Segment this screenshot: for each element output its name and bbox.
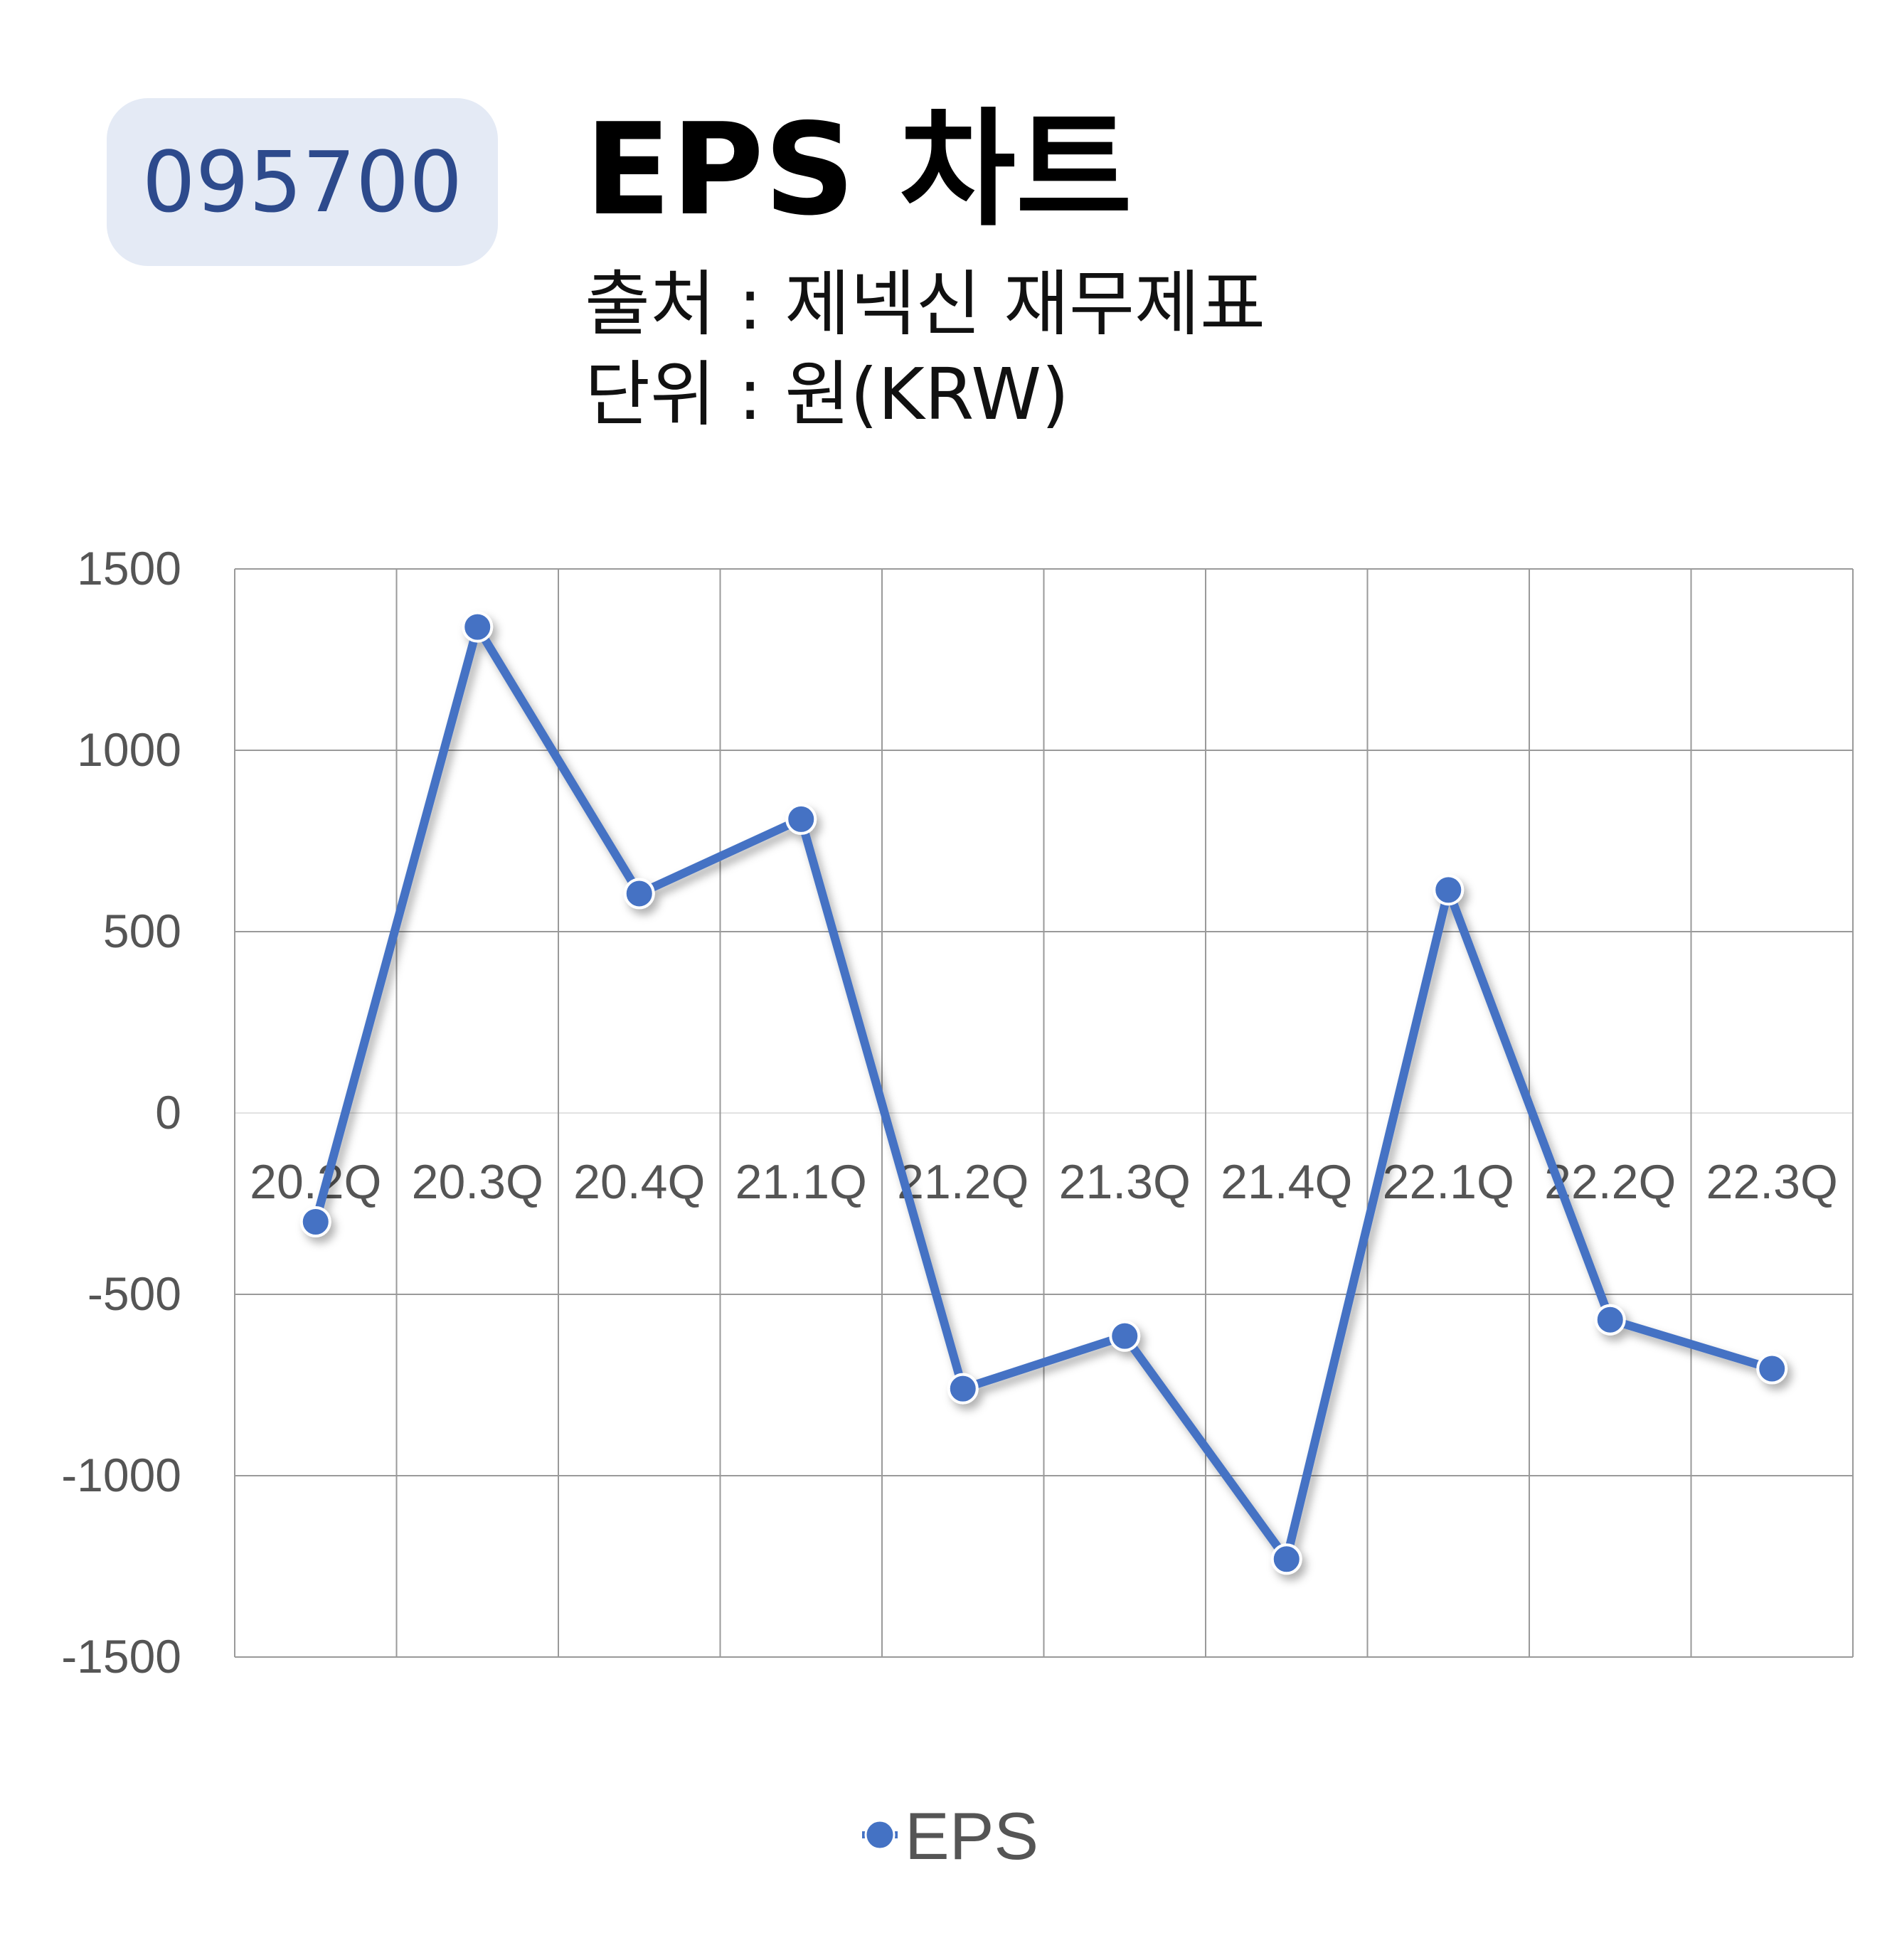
data-point xyxy=(1270,1543,1302,1575)
data-point xyxy=(299,1206,331,1237)
data-point xyxy=(1433,874,1465,906)
y-tick-label: 0 xyxy=(155,1086,181,1139)
x-category-label: 22.3Q xyxy=(1706,1155,1838,1209)
legend-marker xyxy=(864,1819,896,1850)
x-category-label: 20.4Q xyxy=(573,1155,705,1209)
data-point xyxy=(462,611,494,643)
x-category-label: 20.2Q xyxy=(250,1155,381,1209)
data-point xyxy=(1109,1320,1141,1352)
x-category-label: 21.4Q xyxy=(1221,1155,1352,1209)
x-category-label: 21.3Q xyxy=(1059,1155,1191,1209)
data-point xyxy=(947,1373,979,1405)
chart-title: EPS 차트 xyxy=(585,96,1132,243)
series-line xyxy=(311,622,1773,1564)
data-point xyxy=(623,878,655,910)
x-category-label: 21.1Q xyxy=(735,1155,867,1209)
y-tick-label: -1500 xyxy=(61,1630,181,1683)
y-tick-label: -500 xyxy=(87,1267,181,1320)
data-point xyxy=(1594,1304,1626,1336)
y-tick-label: 500 xyxy=(103,905,181,957)
source-label: 출처 : 제넥신 재무제표 xyxy=(585,262,1266,346)
data-point xyxy=(1756,1353,1788,1385)
data-point xyxy=(785,803,817,835)
x-category-label: 22.1Q xyxy=(1383,1155,1514,1209)
y-tick-label: -1000 xyxy=(61,1449,181,1501)
y-tick-label: 1000 xyxy=(77,723,181,776)
stock-code-badge: 095700 xyxy=(107,98,498,266)
x-category-label: 20.3Q xyxy=(412,1155,543,1209)
y-tick-label: 1500 xyxy=(77,542,181,595)
unit-label: 단위 : 원(KRW) xyxy=(585,353,1070,436)
x-category-label: 21.2Q xyxy=(897,1155,1029,1209)
stock-code: 095700 xyxy=(142,133,463,231)
legend-label: EPS xyxy=(905,1799,1038,1873)
